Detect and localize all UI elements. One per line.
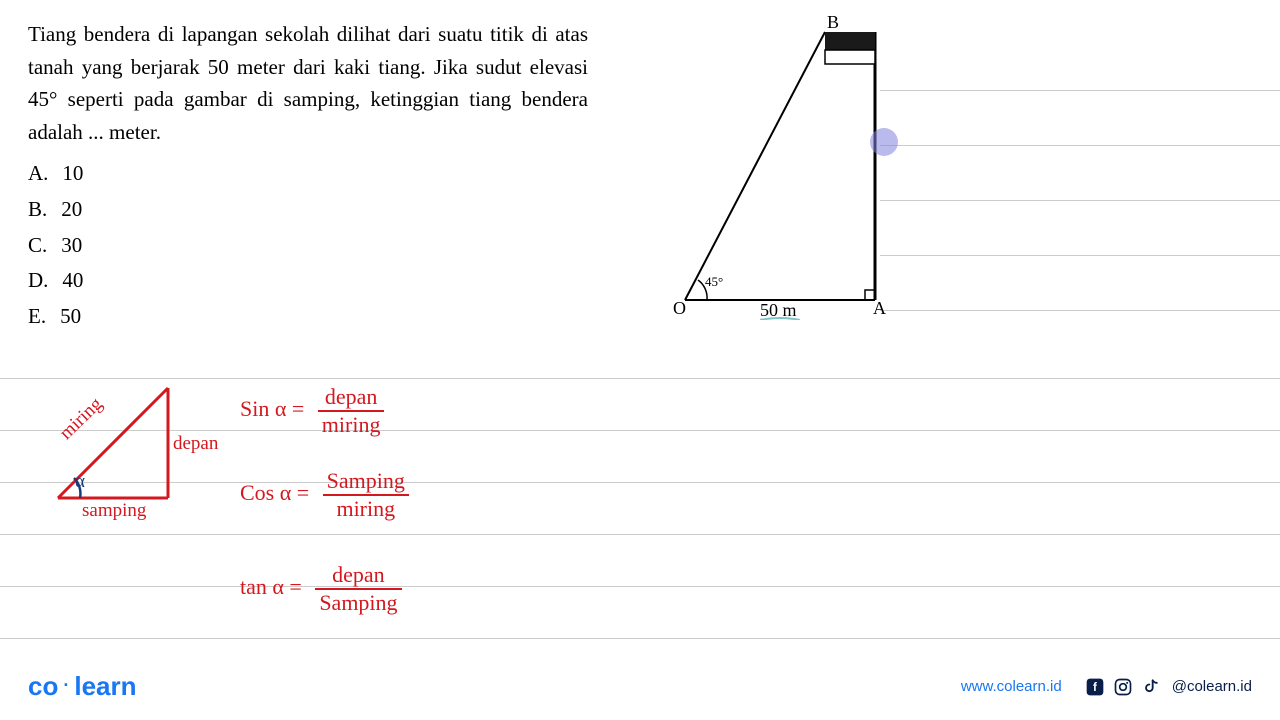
tiktok-icon: [1140, 676, 1162, 698]
question-block: Tiang bendera di lapangan sekolah diliha…: [28, 18, 588, 335]
label-angle: 45°: [705, 274, 723, 290]
label-o: O: [673, 298, 686, 319]
option-e: E.50: [28, 299, 588, 335]
cursor-marker: [870, 128, 898, 156]
options-list: A.10 B.20 C.30 D.40 E.50: [28, 156, 588, 334]
formula-cos: Cos α = Samping miring: [240, 468, 409, 522]
facebook-icon: f: [1084, 676, 1106, 698]
triangle-diagram: O A B 50 m 45°: [665, 20, 905, 320]
footer: co · learn www.colearn.id f @colearn.id: [0, 671, 1280, 702]
option-b: B.20: [28, 192, 588, 228]
logo: co · learn: [28, 671, 137, 702]
footer-url: www.colearn.id: [961, 678, 1062, 695]
svg-text:f: f: [1093, 681, 1097, 694]
social-icons: f @colearn.id: [1084, 676, 1252, 698]
hw-alpha: α: [75, 471, 85, 493]
formula-tan: tan α = depan Samping: [240, 562, 402, 616]
hw-opp: depan: [173, 433, 218, 455]
option-a: A.10: [28, 156, 588, 192]
label-base: 50 m: [760, 300, 797, 321]
label-b: B: [827, 12, 839, 33]
social-handle: @colearn.id: [1172, 678, 1252, 695]
label-a: A: [873, 298, 886, 319]
option-c: C.30: [28, 228, 588, 264]
formula-sin: Sin α = depan miring: [240, 384, 384, 438]
option-d: D.40: [28, 263, 588, 299]
instagram-icon: [1112, 676, 1134, 698]
hw-adj: samping: [82, 500, 146, 522]
hand-triangle: miring depan samping α: [40, 378, 200, 518]
question-text: Tiang bendera di lapangan sekolah diliha…: [28, 18, 588, 148]
